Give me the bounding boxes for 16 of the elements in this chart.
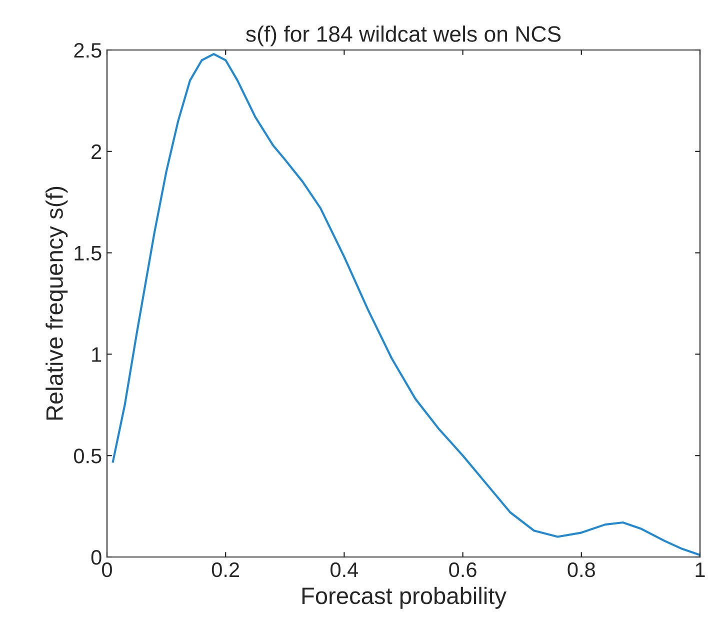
- x-tick-label: 0: [102, 562, 112, 578]
- y-tick-label: 1.5: [74, 246, 102, 261]
- x-tick-label: 0.4: [330, 562, 358, 578]
- x-tick-label: 0.2: [212, 562, 240, 578]
- chart-title: s(f) for 184 wildcat wels on NCS: [246, 26, 561, 46]
- line-series: [112, 53, 700, 556]
- y-tick-label: 2: [92, 144, 102, 159]
- y-axis-title: Relative frequency s(f): [46, 186, 68, 420]
- x-tick-label: 0.6: [449, 562, 476, 578]
- x-axis-title: Forecast probability: [302, 586, 506, 609]
- x-tick-label: 1: [696, 562, 705, 577]
- y-tick-label: 1: [92, 347, 102, 362]
- x-tick-label: 0.8: [568, 562, 595, 578]
- y-tick-label: 2.5: [74, 43, 102, 58]
- y-tick-label: 0: [91, 550, 102, 565]
- y-tick-label: 0.5: [74, 448, 102, 464]
